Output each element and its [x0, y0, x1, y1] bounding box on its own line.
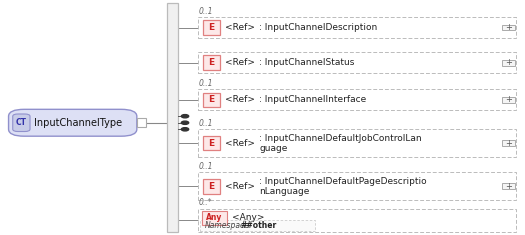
Circle shape — [181, 115, 188, 118]
Text: <Ref>: <Ref> — [225, 58, 255, 67]
Text: ##other: ##other — [240, 221, 276, 230]
Text: guage: guage — [259, 144, 288, 153]
Bar — [203, 20, 220, 35]
Bar — [197, 129, 517, 157]
Circle shape — [181, 128, 188, 131]
Bar — [502, 140, 516, 146]
Text: E: E — [208, 23, 215, 32]
Bar — [502, 184, 516, 189]
Bar — [197, 90, 517, 110]
Text: E: E — [208, 95, 215, 105]
Text: E: E — [208, 139, 215, 148]
Text: 0..1: 0..1 — [198, 7, 213, 16]
Text: 0..1: 0..1 — [198, 119, 213, 128]
Text: +: + — [506, 139, 512, 148]
Text: E: E — [208, 182, 215, 191]
Bar — [197, 209, 517, 232]
Text: Namespace: Namespace — [204, 221, 249, 230]
Bar — [502, 60, 516, 66]
Circle shape — [181, 121, 188, 124]
Bar — [197, 172, 517, 200]
Text: +: + — [506, 95, 512, 105]
Text: <Ref>: <Ref> — [225, 95, 255, 105]
Text: +: + — [506, 182, 512, 191]
Bar — [203, 55, 220, 70]
Text: CT: CT — [16, 118, 27, 127]
Text: <Ref>: <Ref> — [225, 139, 255, 148]
Text: <Ref>: <Ref> — [225, 182, 255, 191]
Text: nLanguage: nLanguage — [259, 187, 310, 196]
Bar — [167, 3, 177, 232]
Text: 0..1: 0..1 — [198, 79, 213, 88]
Text: +: + — [506, 23, 512, 32]
Text: <Ref>: <Ref> — [225, 23, 255, 32]
FancyBboxPatch shape — [8, 109, 137, 136]
Bar — [200, 220, 316, 231]
Text: : InputChannelDescription: : InputChannelDescription — [259, 23, 377, 32]
Bar — [203, 93, 220, 107]
Text: +: + — [506, 58, 512, 67]
Text: InputChannelType: InputChannelType — [34, 118, 122, 128]
Text: 0..1: 0..1 — [198, 162, 213, 171]
Bar — [137, 118, 146, 127]
Bar — [203, 179, 220, 194]
Text: : InputChannelInterface: : InputChannelInterface — [259, 95, 366, 105]
Text: <Any>: <Any> — [232, 213, 265, 223]
Bar — [502, 25, 516, 31]
Text: : InputChannelStatus: : InputChannelStatus — [259, 58, 355, 67]
FancyBboxPatch shape — [13, 114, 30, 132]
Bar — [202, 211, 227, 225]
Text: 0..*: 0..* — [198, 198, 212, 207]
Bar — [203, 136, 220, 150]
Bar — [502, 97, 516, 103]
Text: : InputChannelDefaultPageDescriptio: : InputChannelDefaultPageDescriptio — [259, 177, 427, 186]
Text: Any: Any — [206, 213, 223, 223]
Text: : InputChannelDefaultJobControlLan: : InputChannelDefaultJobControlLan — [259, 133, 422, 143]
Text: E: E — [208, 58, 215, 67]
Bar — [197, 52, 517, 73]
Bar — [197, 17, 517, 38]
